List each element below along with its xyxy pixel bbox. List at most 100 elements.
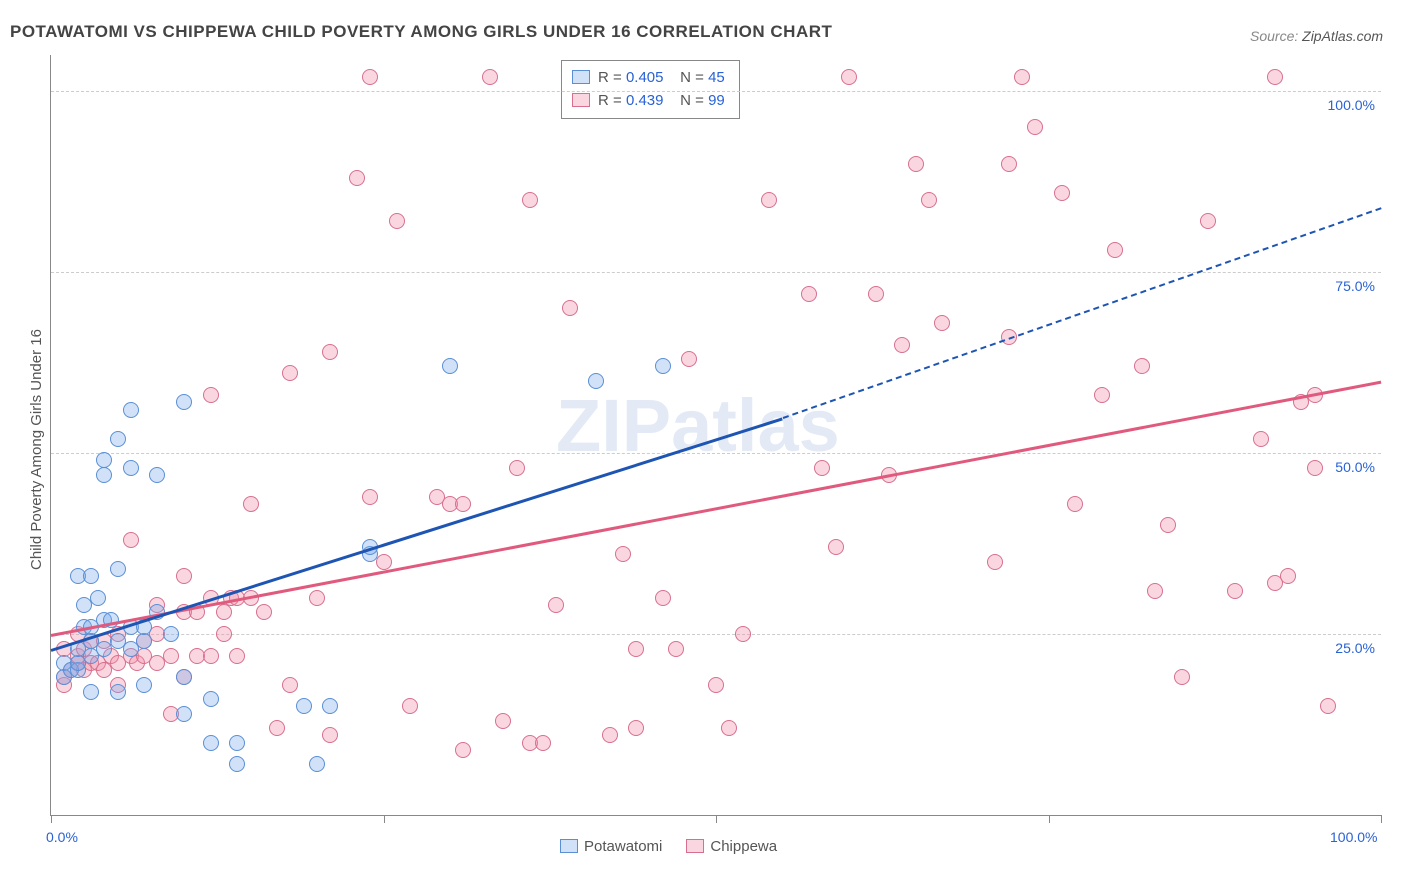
legend-series-label-chippewa: Chippewa	[710, 838, 777, 855]
chippewa-marker	[1280, 568, 1296, 584]
chippewa-marker	[123, 532, 139, 548]
legend-r-label: R =	[598, 69, 626, 86]
chippewa-marker	[256, 604, 272, 620]
chippewa-marker	[522, 192, 538, 208]
chippewa-marker	[761, 192, 777, 208]
legend-stats-box: R = 0.405 N = 45R = 0.439 N = 99	[561, 60, 740, 119]
legend-swatch	[572, 93, 590, 107]
chippewa-marker	[389, 213, 405, 229]
chippewa-marker	[1320, 698, 1336, 714]
potawatomi-marker	[110, 684, 126, 700]
potawatomi-marker	[83, 684, 99, 700]
chippewa-marker	[269, 720, 285, 736]
chippewa-marker	[934, 315, 950, 331]
potawatomi-marker	[203, 735, 219, 751]
potawatomi-marker	[588, 373, 604, 389]
potawatomi-marker	[309, 756, 325, 772]
chippewa-marker	[229, 648, 245, 664]
chippewa-marker	[1027, 119, 1043, 135]
chippewa-marker	[216, 604, 232, 620]
potawatomi-marker	[296, 698, 312, 714]
source-attribution: Source: ZipAtlas.com	[1250, 28, 1383, 44]
chippewa-marker	[628, 720, 644, 736]
chippewa-marker	[1067, 496, 1083, 512]
gridline	[51, 634, 1381, 635]
chippewa-marker	[1307, 460, 1323, 476]
chippewa-marker	[668, 641, 684, 657]
potawatomi-marker	[203, 691, 219, 707]
chippewa-marker	[562, 300, 578, 316]
y-tick-label: 100.0%	[1328, 97, 1375, 113]
legend-gap: N =	[663, 69, 708, 86]
potawatomi-marker	[442, 358, 458, 374]
chippewa-marker	[376, 554, 392, 570]
legend-r-label: R =	[598, 92, 626, 109]
chippewa-marker	[362, 69, 378, 85]
chippewa-marker	[1134, 358, 1150, 374]
potawatomi-marker	[136, 633, 152, 649]
potawatomi-marker	[655, 358, 671, 374]
chippewa-marker	[1107, 242, 1123, 258]
chippewa-marker	[708, 677, 724, 693]
chippewa-marker	[309, 590, 325, 606]
chippewa-marker	[841, 69, 857, 85]
chippewa-marker	[282, 677, 298, 693]
potawatomi-marker	[110, 561, 126, 577]
chippewa-marker	[681, 351, 697, 367]
chippewa-marker	[495, 713, 511, 729]
y-tick-label: 75.0%	[1335, 278, 1375, 294]
chippewa-marker	[1160, 517, 1176, 533]
legend-r-value: 0.405	[626, 69, 664, 86]
potawatomi-marker	[136, 677, 152, 693]
potawatomi-marker	[176, 706, 192, 722]
chippewa-marker	[243, 496, 259, 512]
x-tick	[1381, 815, 1382, 823]
chippewa-marker	[349, 170, 365, 186]
legend-swatch	[686, 839, 704, 853]
potawatomi-marker	[229, 735, 245, 751]
potawatomi-marker	[149, 467, 165, 483]
chippewa-marker	[455, 496, 471, 512]
legend-series-label-potawatomi: Potawatomi	[584, 838, 662, 855]
chippewa-marker	[322, 727, 338, 743]
chippewa-marker	[628, 641, 644, 657]
chippewa-marker	[402, 698, 418, 714]
potawatomi-marker	[176, 669, 192, 685]
chippewa-marker	[1094, 387, 1110, 403]
legend-stats-row-chippewa: R = 0.439 N = 99	[572, 90, 725, 113]
chippewa-marker	[282, 365, 298, 381]
chippewa-marker	[908, 156, 924, 172]
legend-series: Potawatomi Chippewa	[560, 838, 777, 855]
potawatomi-marker	[123, 460, 139, 476]
potawatomi-marker	[123, 402, 139, 418]
y-tick-label: 25.0%	[1335, 640, 1375, 656]
x-tick-label: 100.0%	[1330, 829, 1377, 845]
chippewa-marker	[163, 648, 179, 664]
potawatomi-marker	[110, 431, 126, 447]
chippewa-marker	[735, 626, 751, 642]
chippewa-marker	[1174, 669, 1190, 685]
chippewa-marker	[868, 286, 884, 302]
potawatomi-marker	[176, 394, 192, 410]
chippewa-marker	[1227, 583, 1243, 599]
y-tick-label: 50.0%	[1335, 459, 1375, 475]
chippewa-marker	[814, 460, 830, 476]
chippewa-marker	[203, 648, 219, 664]
legend-swatch	[560, 839, 578, 853]
x-tick-label: 0.0%	[46, 829, 78, 845]
legend-n-value: 45	[708, 69, 725, 86]
gridline	[51, 453, 1381, 454]
x-tick	[1049, 815, 1050, 823]
watermark: ZIPatlas	[556, 383, 840, 468]
potawatomi-marker	[322, 698, 338, 714]
chippewa-marker	[801, 286, 817, 302]
chippewa-marker	[1267, 69, 1283, 85]
x-tick	[384, 815, 385, 823]
chippewa-marker	[216, 626, 232, 642]
source-label: Source:	[1250, 28, 1298, 44]
chippewa-marker	[362, 489, 378, 505]
chippewa-marker	[176, 568, 192, 584]
gridline	[51, 272, 1381, 273]
legend-gap: N =	[663, 92, 708, 109]
legend-stats-row-potawatomi: R = 0.405 N = 45	[572, 67, 725, 90]
